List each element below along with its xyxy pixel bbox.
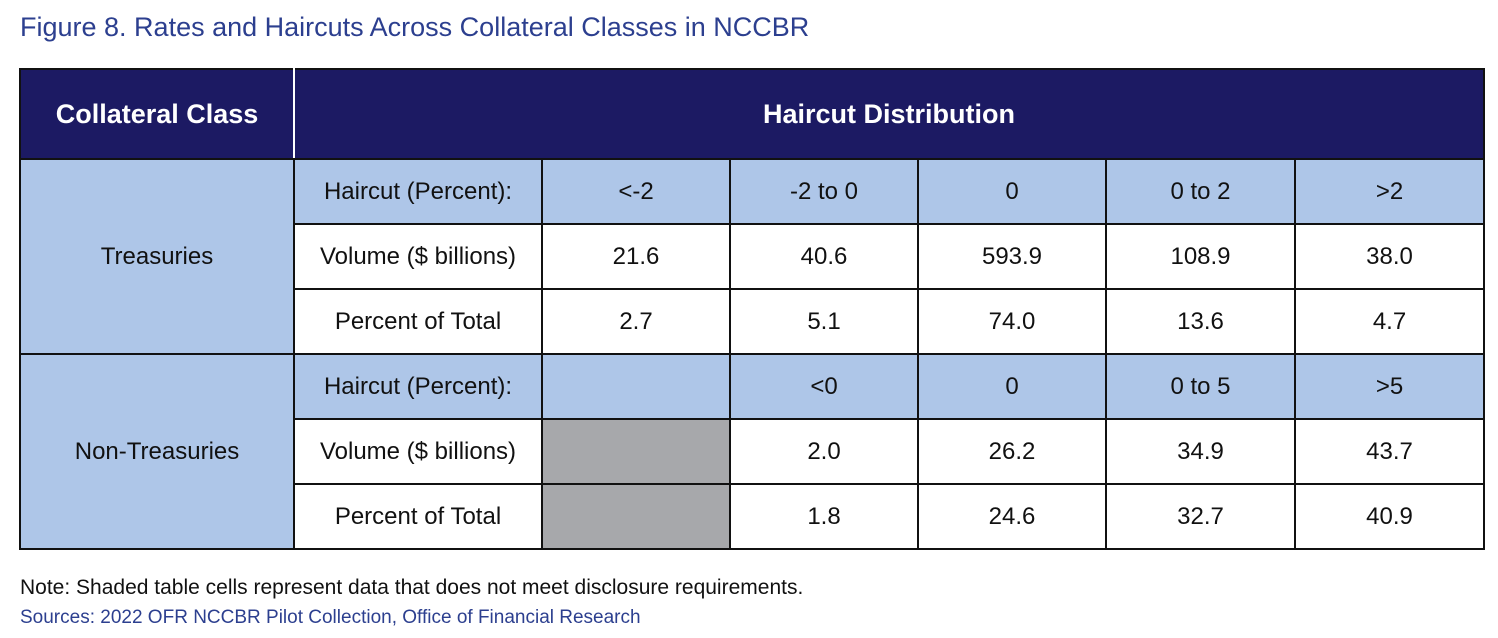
table-cell: 24.6	[917, 483, 1107, 550]
row-label: Volume ($ billions)	[293, 418, 543, 485]
table-cell: 4.7	[1293, 288, 1486, 355]
row-label: Haircut (Percent):	[293, 353, 543, 420]
figure-title: Figure 8. Rates and Haircuts Across Coll…	[20, 12, 810, 42]
table-cell-suppressed	[541, 418, 731, 485]
table-cell: 593.9	[917, 223, 1107, 290]
table-row: Volume ($ billions) 21.6 40.6 593.9 108.…	[20, 223, 1486, 290]
table-row: Treasuries Haircut (Percent): <-2 -2 to …	[19, 158, 1486, 355]
collateral-class-header: Collateral Class	[19, 68, 295, 160]
table-cell: <0	[729, 353, 919, 420]
table-cell: 5.1	[729, 288, 919, 355]
table-cell-empty	[541, 353, 731, 420]
table-cell: <-2	[541, 158, 731, 225]
table-cell: 40.9	[1293, 483, 1486, 550]
table-cell: 74.0	[917, 288, 1107, 355]
row-label: Percent of Total	[293, 288, 543, 355]
table-header-row: Collateral Class Haircut Distribution	[19, 68, 1486, 160]
haircut-table: Collateral Class Haircut Distribution Tr…	[19, 68, 1486, 550]
table-row: Volume ($ billions) 2.0 26.2 34.9 43.7	[20, 418, 1486, 485]
figure-sources: Sources: 2022 OFR NCCBR Pilot Collection…	[20, 607, 641, 628]
table-cell: 0	[917, 353, 1107, 420]
table-cell: >5	[1293, 353, 1486, 420]
table-cell: -2 to 0	[729, 158, 919, 225]
haircut-distribution-header: Haircut Distribution	[292, 68, 1486, 160]
table-cell: 0 to 2	[1105, 158, 1296, 225]
group-label-non-treasuries: Non-Treasuries	[19, 353, 295, 550]
table-cell: 2.7	[541, 288, 731, 355]
row-label: Volume ($ billions)	[293, 223, 543, 290]
table-cell: 38.0	[1293, 223, 1486, 290]
table-row: Non-Treasuries Haircut (Percent): <0 0 0…	[19, 353, 1486, 550]
table-cell: 2.0	[729, 418, 919, 485]
row-label: Haircut (Percent):	[293, 158, 543, 225]
table-cell: >2	[1293, 158, 1486, 225]
table-cell: 1.8	[729, 483, 919, 550]
table-cell: 108.9	[1105, 223, 1296, 290]
table-cell: 40.6	[729, 223, 919, 290]
table-cell-suppressed	[541, 483, 731, 550]
figure-note: Note: Shaded table cells represent data …	[20, 576, 804, 599]
table-row: Percent of Total 2.7 5.1 74.0 13.6 4.7	[20, 288, 1486, 355]
table-cell: 32.7	[1105, 483, 1296, 550]
table-cell: 26.2	[917, 418, 1107, 485]
table-cell: 34.9	[1105, 418, 1296, 485]
table-cell: 21.6	[541, 223, 731, 290]
table-cell: 43.7	[1293, 418, 1486, 485]
table-cell: 13.6	[1105, 288, 1296, 355]
table-row: Percent of Total 1.8 24.6 32.7 40.9	[20, 483, 1486, 550]
row-label: Percent of Total	[293, 483, 543, 550]
group-label-treasuries: Treasuries	[19, 158, 295, 355]
table-cell: 0	[917, 158, 1107, 225]
table-cell: 0 to 5	[1105, 353, 1296, 420]
